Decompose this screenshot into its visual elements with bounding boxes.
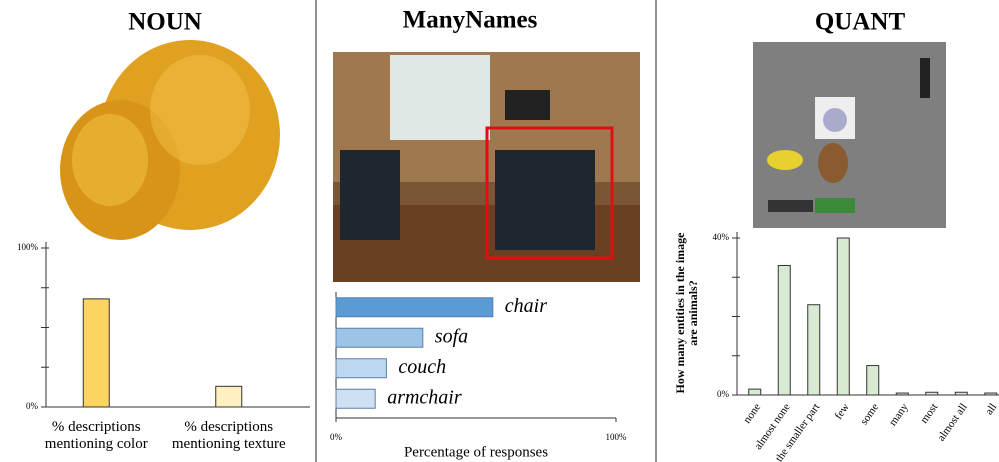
x-tick-label: few xyxy=(832,401,851,421)
bar xyxy=(215,385,243,408)
category-label: chair xyxy=(505,295,547,317)
room-image xyxy=(333,52,640,282)
y-tick-label: 0% xyxy=(26,401,39,411)
bar xyxy=(748,388,762,396)
bar xyxy=(925,391,939,396)
object-image xyxy=(60,40,280,240)
x-tick-label: almost all xyxy=(935,401,970,443)
category-label: armchair xyxy=(387,386,462,408)
category-label: sofa xyxy=(435,325,468,347)
chart-title: ManyNames xyxy=(403,7,538,34)
x-tick-label: % descriptions mentioning color xyxy=(44,419,148,452)
category-label: couch xyxy=(398,356,446,378)
bar xyxy=(335,297,494,318)
x-tick-label: none xyxy=(741,401,763,425)
bar xyxy=(895,392,909,396)
x-tick-label: 100% xyxy=(606,432,628,442)
bar xyxy=(836,237,850,396)
bar xyxy=(866,365,880,396)
x-tick-label: some xyxy=(858,401,881,427)
x-tick-label: most xyxy=(918,401,940,425)
bar xyxy=(954,391,968,396)
bar xyxy=(807,304,821,396)
y-axis-label: How many entities in the image are anima… xyxy=(673,232,700,394)
bar xyxy=(335,388,376,409)
y-tick-label: 0% xyxy=(717,389,730,399)
x-tick-label: all xyxy=(983,401,999,417)
bar xyxy=(335,327,424,348)
y-tick-label: 100% xyxy=(17,242,39,252)
objects-image xyxy=(753,42,946,228)
x-tick-label: % descriptions mentioning texture xyxy=(171,419,286,452)
x-axis-label: Percentage of responses xyxy=(404,444,548,460)
bar xyxy=(777,264,791,396)
bar xyxy=(335,358,387,379)
bar xyxy=(82,298,110,408)
y-tick-label: 40% xyxy=(713,232,730,242)
bar xyxy=(984,392,998,396)
x-tick-label: 0% xyxy=(330,432,343,442)
chart-title: NOUN xyxy=(128,9,202,36)
x-tick-label: many xyxy=(887,401,911,428)
chart-title: QUANT xyxy=(815,9,906,36)
